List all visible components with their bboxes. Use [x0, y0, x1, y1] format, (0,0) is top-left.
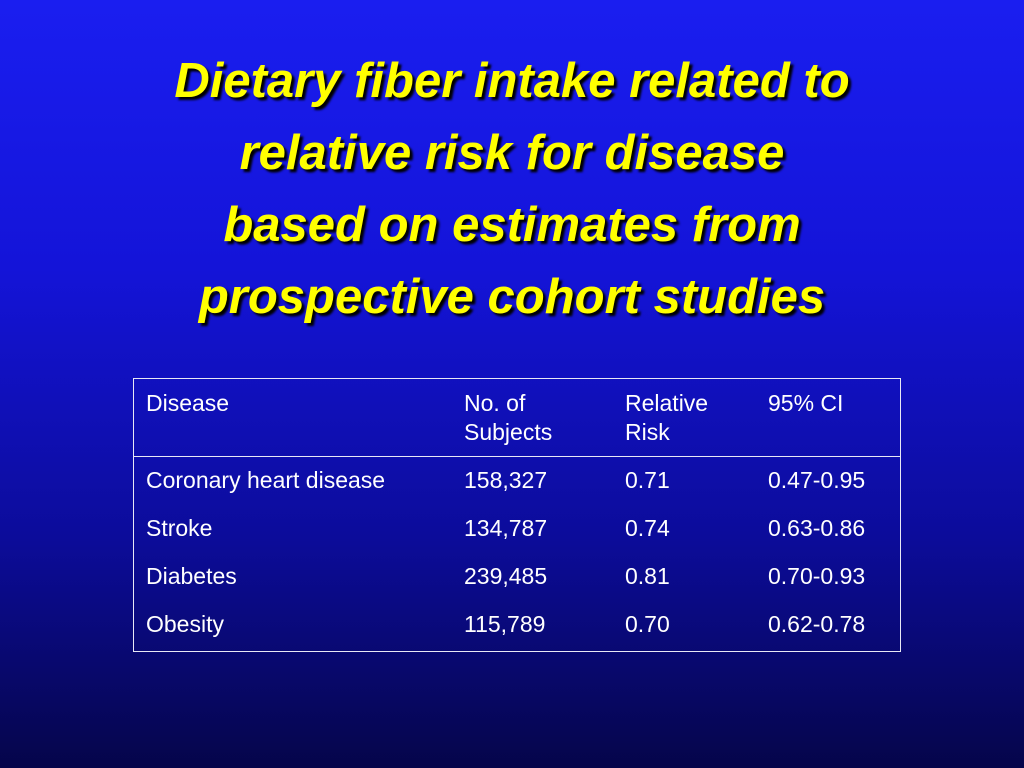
header-text: 95% CI [768, 390, 844, 416]
cell-relative-risk: 0.74 [625, 514, 670, 541]
table-row: Obesity 115,789 0.70 0.62-0.78 [134, 601, 900, 651]
cell-subjects: 158,327 [464, 467, 548, 493]
header-text: Relative [625, 390, 709, 416]
cell-ci: 0.63-0.86 [768, 514, 866, 541]
table-header-row: Disease No. of Subjects Relative Risk 95… [134, 379, 900, 457]
cell-disease: Diabetes [146, 562, 237, 589]
title-line: based on estimates from [223, 198, 801, 252]
fiber-risk-table: Disease No. of Subjects Relative Risk 95… [134, 379, 900, 651]
header-text: Disease [146, 390, 230, 416]
title-line: prospective cohort studies [198, 270, 826, 324]
header-text: Subjects [464, 419, 553, 445]
title-line: Dietary fiber intake related to [174, 54, 850, 108]
table-row: Diabetes 239,485 0.81 0.70-0.93 [134, 553, 900, 601]
cell-disease: Stroke [146, 514, 213, 541]
cell-subjects: 115,789 [464, 610, 546, 637]
cell-ci: 0.62-0.78 [768, 610, 866, 637]
header-relative-risk: Relative Risk [625, 379, 768, 457]
cell-ci: 0.70-0.93 [768, 562, 866, 589]
header-ci: 95% CI [768, 379, 900, 457]
title-line: relative risk for disease [239, 126, 785, 180]
cell-relative-risk: 0.81 [625, 562, 670, 589]
header-text: No. of [464, 390, 526, 416]
cell-ci: 0.47-0.95 [768, 467, 866, 493]
cell-relative-risk: 0.70 [625, 610, 670, 637]
cell-disease: Coronary heart disease [146, 467, 386, 493]
cell-relative-risk: 0.71 [625, 467, 670, 493]
header-disease: Disease [134, 379, 464, 457]
header-text: Risk [625, 419, 670, 445]
fiber-risk-table-frame: Disease No. of Subjects Relative Risk 95… [133, 378, 901, 652]
cell-disease: Obesity [146, 610, 224, 637]
table-row: Coronary heart disease 158,327 0.71 0.47… [134, 457, 900, 505]
header-subjects: No. of Subjects [464, 379, 625, 457]
table-row: Stroke 134,787 0.74 0.63-0.86 [134, 505, 900, 553]
cell-subjects: 134,787 [464, 514, 548, 541]
slide-title: Dietary fiber intake related to relative… [60, 45, 964, 333]
cell-subjects: 239,485 [464, 562, 548, 589]
